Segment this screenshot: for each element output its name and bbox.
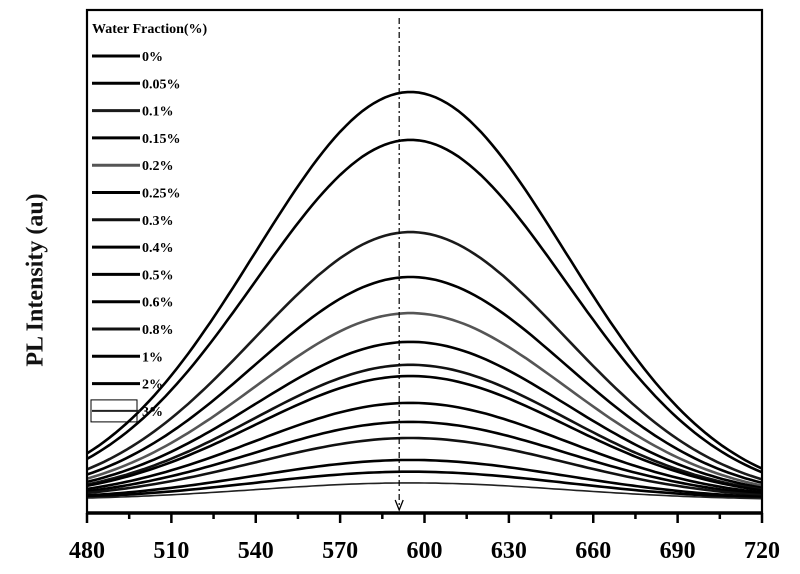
legend-item: 0.3% bbox=[92, 214, 174, 229]
legend-label: 0.8% bbox=[142, 323, 174, 338]
legend-item: 0.15% bbox=[92, 132, 181, 147]
legend-label: 3% bbox=[142, 405, 163, 420]
y-axis-label: PL Intensity (au) bbox=[22, 193, 49, 367]
x-tick-label: 510 bbox=[153, 538, 189, 564]
legend-label: 1% bbox=[142, 350, 163, 365]
series-line-2pct bbox=[86, 470, 763, 500]
series-line-0-15pct bbox=[86, 275, 763, 485]
x-tick-label: 660 bbox=[575, 538, 611, 564]
x-tick-label: 480 bbox=[69, 538, 105, 564]
series-line-0pct bbox=[86, 90, 763, 470]
x-tick-label: 630 bbox=[491, 538, 527, 564]
legend-item: 0.6% bbox=[92, 296, 174, 311]
legend: Water Fraction(%) 0% 0.05% 0.1% 0.15% 0.2% 0.2… bbox=[90, 22, 208, 423]
legend-item: 0.5% bbox=[92, 268, 174, 283]
x-tick-label: 720 bbox=[744, 538, 780, 564]
series-line-0-4pct bbox=[86, 374, 763, 492]
legend-item: 0% bbox=[92, 50, 163, 65]
legend-label: 0.15% bbox=[142, 132, 181, 147]
x-tick-label: 570 bbox=[322, 538, 358, 564]
legend-label: 0.25% bbox=[142, 187, 181, 202]
legend-item: 0.8% bbox=[92, 323, 174, 338]
legend-title: Water Fraction(%) bbox=[92, 22, 208, 37]
legend-label: 0.2% bbox=[142, 159, 174, 174]
series-line-0-05pct bbox=[86, 138, 763, 474]
legend-label: 0.5% bbox=[142, 268, 174, 283]
legend-item: 3% bbox=[90, 399, 163, 423]
legend-label: 0% bbox=[142, 50, 163, 65]
legend-label: 0.3% bbox=[142, 214, 174, 229]
x-tick-label: 600 bbox=[407, 538, 443, 564]
series-line-0-2pct bbox=[86, 311, 763, 487]
legend-item: 1% bbox=[92, 350, 163, 365]
legend-item: 0.2% bbox=[92, 159, 174, 174]
series-line-1pct bbox=[86, 458, 763, 499]
x-tick-label: 540 bbox=[238, 538, 274, 564]
legend-label: 0.1% bbox=[142, 105, 174, 120]
series-curves bbox=[86, 90, 763, 500]
legend-item: 0.05% bbox=[92, 77, 181, 92]
legend-label: 0.6% bbox=[142, 296, 174, 311]
series-line-0-5pct bbox=[86, 401, 763, 494]
legend-item: 2% bbox=[92, 378, 163, 393]
legend-label: 0.05% bbox=[142, 77, 181, 92]
axes: 480 510 540 570 600 630 660 690 720 bbox=[69, 8, 780, 564]
x-tick-label: 690 bbox=[660, 538, 696, 564]
peak-marker-arrow-icon bbox=[394, 499, 404, 512]
series-line-0-8pct bbox=[86, 436, 763, 497]
series-line-0-25pct bbox=[86, 340, 763, 490]
series-line-0-3pct bbox=[86, 363, 763, 491]
series-line-0-1pct bbox=[86, 230, 763, 481]
legend-label: 2% bbox=[142, 378, 163, 393]
series-line-0-6pct bbox=[86, 420, 763, 496]
series-line-3pct bbox=[86, 482, 763, 500]
legend-label: 0.4% bbox=[142, 241, 174, 256]
legend-item: 0.1% bbox=[92, 105, 174, 120]
legend-item: 0.25% bbox=[92, 187, 181, 202]
legend-item: 0.4% bbox=[92, 241, 174, 256]
